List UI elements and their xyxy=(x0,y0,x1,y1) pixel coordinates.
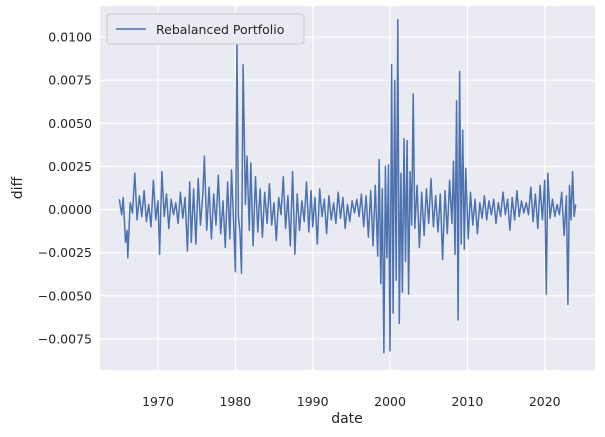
x-axis-label: date xyxy=(331,411,363,427)
y-tick-label: 0.0025 xyxy=(48,159,92,174)
x-tick-labels: 1970 1980 1990 2000 2010 2020 xyxy=(142,394,561,409)
y-tick-label: −0.0025 xyxy=(38,245,92,260)
plot-background xyxy=(100,6,595,370)
x-tick-label: 2010 xyxy=(451,394,483,409)
y-tick-label: −0.0050 xyxy=(38,288,92,303)
y-tick-labels: −0.0075 −0.0050 −0.0025 0.0000 0.0025 0.0050 0… xyxy=(38,30,92,347)
series-layer xyxy=(118,19,577,354)
legend: Rebalanced Portfolio xyxy=(106,13,305,45)
legend-label: Rebalanced Portfolio xyxy=(156,22,284,37)
legend-box xyxy=(106,13,305,45)
y-tick-label: −0.0075 xyxy=(38,331,92,346)
x-tick-label: 1990 xyxy=(297,394,329,409)
y-tick-label: 0.0000 xyxy=(48,202,92,217)
series-line-rebalanced-portfolio xyxy=(118,19,577,354)
x-tick-label: 1970 xyxy=(142,394,174,409)
y-axis-label: diff xyxy=(10,176,26,199)
x-tick-label: 1980 xyxy=(219,394,251,409)
x-tick-label: 2000 xyxy=(374,394,406,409)
y-tick-label: 0.0075 xyxy=(48,73,92,88)
x-tick-label: 2020 xyxy=(529,394,561,409)
y-tick-label: 0.0100 xyxy=(48,30,92,45)
y-tick-label: 0.0050 xyxy=(48,116,92,131)
